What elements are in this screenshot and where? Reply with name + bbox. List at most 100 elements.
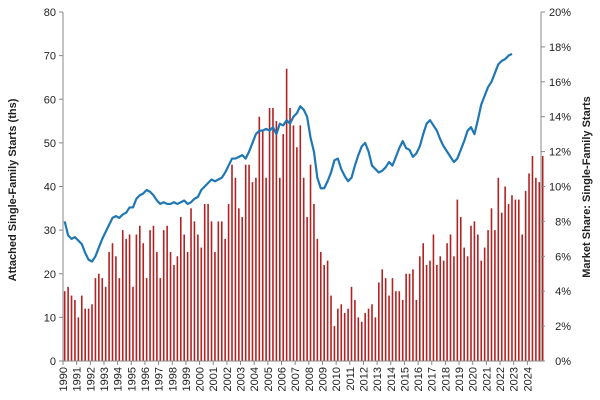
bar: [108, 251, 110, 361]
bar: [319, 251, 322, 361]
x-tick-label: 2010: [331, 367, 343, 391]
bar: [285, 68, 288, 362]
bar: [371, 304, 373, 361]
x-tick-label: 2015: [399, 367, 411, 391]
bar: [395, 291, 397, 361]
x-tick-label: 1996: [140, 367, 152, 391]
bar: [425, 265, 428, 361]
y-right-tick-label: 18%: [549, 42, 571, 54]
x-tick-label: 1993: [99, 367, 111, 391]
x-tick-label: 2011: [345, 367, 357, 391]
x-tick-label: 2007: [290, 367, 302, 391]
bar: [456, 199, 459, 361]
bar: [169, 251, 172, 361]
bar: [203, 203, 206, 361]
bar: [323, 265, 325, 361]
x-tick-label: 2019: [454, 367, 466, 391]
bar: [415, 299, 418, 361]
x-tick-label: 2014: [386, 367, 398, 391]
bar: [367, 308, 370, 361]
bar: [401, 299, 404, 361]
bar: [104, 286, 107, 361]
bar: [360, 321, 363, 361]
bar: [391, 278, 394, 361]
bar: [480, 260, 483, 361]
bar: [313, 203, 315, 361]
bar: [292, 125, 295, 361]
bar: [473, 221, 476, 361]
bar: [145, 278, 148, 361]
bar: [487, 230, 489, 362]
bar: [302, 177, 305, 361]
bar: [453, 256, 455, 361]
x-tick-label: 1994: [113, 367, 125, 391]
bar: [289, 107, 291, 361]
bar: [166, 225, 168, 361]
bar: [152, 225, 155, 361]
x-tick-label: 1992: [85, 367, 97, 391]
bar: [405, 273, 407, 361]
bar: [128, 234, 131, 361]
y-left-tick-label: 40: [44, 182, 56, 194]
bar: [207, 203, 209, 361]
bar: [94, 278, 97, 361]
bar: [149, 230, 151, 362]
bar: [330, 295, 332, 361]
y-right-tick-label: 4%: [555, 286, 571, 298]
bar: [173, 265, 175, 361]
market-share-line: [63, 52, 513, 263]
bar: [381, 269, 384, 361]
y-axis-right-title: Market Share: Single-Family Starts: [581, 96, 593, 278]
x-tick-label: 2021: [481, 367, 493, 391]
bar: [378, 282, 380, 361]
x-tick-label: 2000: [195, 367, 207, 391]
bar: [357, 317, 360, 362]
bar: [80, 295, 83, 361]
bar: [84, 308, 86, 361]
y-right-tick-label: 2%: [555, 321, 571, 333]
x-tick-label: 2008: [304, 367, 316, 391]
axes: [59, 11, 545, 365]
bar: [162, 230, 165, 362]
x-tick-label: 2020: [468, 367, 480, 391]
bar: [374, 317, 377, 362]
y-left-tick-label: 60: [44, 94, 56, 106]
bar: [179, 217, 182, 361]
x-tick-label: 1999: [181, 367, 193, 391]
bar: [326, 260, 329, 361]
bar: [483, 247, 486, 361]
bar: [118, 278, 121, 361]
bar: [504, 186, 506, 361]
bar: [234, 177, 237, 361]
bar: [470, 225, 472, 361]
y-right-tick-label: 14%: [549, 112, 571, 124]
bar: [258, 116, 261, 361]
bar: [507, 203, 510, 361]
bar: [449, 234, 452, 361]
bar: [70, 295, 73, 361]
y-right-tick-label: 6%: [555, 251, 571, 263]
bar: [354, 299, 356, 361]
bar: [231, 164, 233, 361]
x-tick-label: 1995: [126, 367, 138, 391]
bar: [296, 147, 298, 361]
bar: [156, 251, 158, 361]
bar: [193, 221, 196, 361]
bar: [265, 177, 267, 361]
bar: [466, 256, 469, 361]
bar: [398, 291, 401, 361]
bar: [132, 286, 134, 361]
bar: [459, 217, 462, 361]
bar: [67, 286, 69, 361]
bar: [350, 286, 353, 361]
y-right-tick-label: 20%: [549, 7, 571, 19]
bar: [176, 256, 179, 361]
bar: [347, 308, 349, 361]
bar: [518, 199, 520, 361]
bar: [279, 177, 281, 361]
bar: [135, 234, 138, 361]
y-left-tick-label: 70: [44, 51, 56, 63]
bar: [261, 129, 264, 361]
x-tick-label: 2018: [440, 367, 452, 391]
